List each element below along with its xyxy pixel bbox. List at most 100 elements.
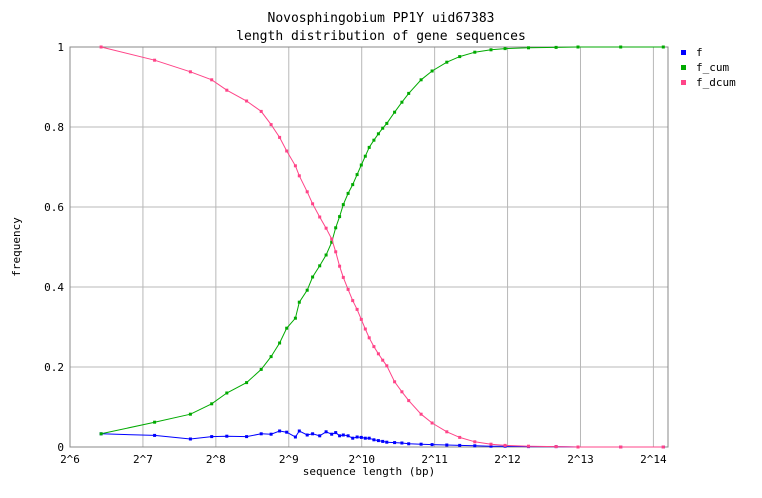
data-point-f_cum (245, 381, 249, 385)
data-point-f_dcum (278, 135, 282, 139)
data-point-f_cum (407, 91, 411, 95)
data-point-f (153, 433, 157, 437)
data-point-f (278, 429, 282, 433)
data-point-f (381, 439, 385, 443)
y-tick-label: 0.4 (44, 281, 64, 294)
data-point-f_cum (576, 45, 580, 49)
x-axis-ticks: 2^6 2^7 2^8 2^9 2^10 2^11 2^12 2^13 2^14 (60, 453, 667, 466)
data-point-f (210, 435, 214, 439)
data-point-f (293, 435, 297, 439)
data-point-f_dcum (489, 442, 493, 446)
data-point-f_dcum (245, 99, 249, 103)
y-tick-label: 0.8 (44, 121, 64, 134)
data-point-f_dcum (359, 317, 363, 321)
data-point-f_dcum (210, 78, 214, 82)
data-point-f_cum (359, 163, 363, 167)
data-point-f_dcum (341, 275, 345, 279)
data-point-f_dcum (661, 445, 665, 449)
data-point-f_cum (318, 264, 322, 268)
legend-marker-f_cum (681, 65, 686, 70)
data-point-f_cum (619, 45, 623, 49)
data-point-f_dcum (346, 287, 350, 291)
data-point-f_cum (363, 154, 367, 158)
data-point-f (430, 443, 434, 447)
data-point-f_dcum (445, 430, 449, 434)
data-point-f_cum (458, 55, 462, 59)
data-point-f (297, 429, 301, 433)
data-point-f_cum (385, 121, 389, 125)
data-point-f_dcum (99, 45, 103, 49)
data-point-f_dcum (334, 250, 338, 254)
x-tick-label: 2^7 (133, 453, 153, 466)
data-point-f_cum (330, 240, 334, 244)
y-axis-ticks: 0 0.2 0.4 0.6 0.8 1 (44, 41, 64, 454)
x-tick-label: 2^11 (421, 453, 448, 466)
legend: f f_cum f_dcum (681, 46, 736, 89)
series-f_cum (99, 45, 665, 436)
data-point-f_cum (503, 47, 507, 51)
data-point-f_cum (351, 183, 355, 187)
legend-label-f_cum: f_cum (696, 61, 729, 74)
data-point-f_cum (311, 275, 315, 279)
data-point-f_dcum (385, 364, 389, 368)
x-tick-label: 2^13 (567, 453, 594, 466)
data-point-f_dcum (372, 345, 376, 349)
data-point-f (407, 442, 411, 446)
data-point-f_cum (225, 391, 229, 395)
data-point-f (305, 433, 309, 437)
data-point-f_cum (372, 138, 376, 142)
data-point-f_cum (285, 326, 289, 330)
data-point-f_dcum (363, 327, 367, 331)
x-tick-label: 2^6 (60, 453, 80, 466)
data-point-f_dcum (381, 358, 385, 362)
data-point-f_dcum (355, 307, 359, 311)
data-point-f_cum (188, 412, 192, 416)
legend-marker-f_dcum (681, 80, 686, 85)
data-point-f_cum (393, 110, 397, 114)
data-point-f_dcum (419, 412, 423, 416)
data-point-f (318, 434, 322, 438)
x-axis-label: sequence length (bp) (303, 465, 435, 478)
y-tick-label: 0 (57, 441, 64, 454)
data-point-f (393, 441, 397, 445)
data-point-f_dcum (351, 299, 355, 303)
grid (70, 47, 668, 447)
data-point-f_dcum (324, 226, 328, 230)
data-point-f_dcum (407, 399, 411, 403)
legend-label-f_dcum: f_dcum (696, 76, 736, 89)
y-tick-label: 1 (57, 41, 64, 54)
data-point-f (188, 437, 192, 441)
data-point-f_dcum (503, 443, 507, 447)
data-point-f_dcum (527, 444, 530, 448)
data-point-f_cum (293, 316, 297, 320)
data-point-f_dcum (554, 445, 558, 449)
data-point-f (245, 435, 249, 439)
data-point-f_dcum (619, 445, 623, 449)
data-point-f (346, 434, 350, 438)
data-point-f_dcum (576, 445, 580, 449)
data-point-f_cum (297, 300, 301, 304)
data-point-f_dcum (367, 336, 371, 340)
data-point-f (259, 432, 263, 436)
data-point-f_cum (400, 100, 404, 104)
data-point-f (367, 436, 371, 440)
x-tick-label: 2^8 (206, 453, 226, 466)
series-f_dcum (99, 45, 665, 449)
data-point-f (473, 444, 477, 448)
data-point-f_cum (419, 78, 423, 82)
data-point-f (285, 430, 289, 434)
plot-frame (69, 46, 669, 448)
data-point-f (355, 435, 359, 439)
data-point-f (400, 441, 404, 445)
data-point-f (445, 443, 449, 447)
data-point-f (385, 440, 389, 444)
data-point-f (338, 434, 342, 438)
data-point-f_cum (355, 173, 359, 177)
data-point-f_dcum (225, 88, 229, 92)
data-point-f (311, 432, 315, 436)
data-point-f (363, 436, 367, 440)
data-point-f_dcum (376, 352, 380, 356)
data-point-f_cum (376, 132, 380, 136)
